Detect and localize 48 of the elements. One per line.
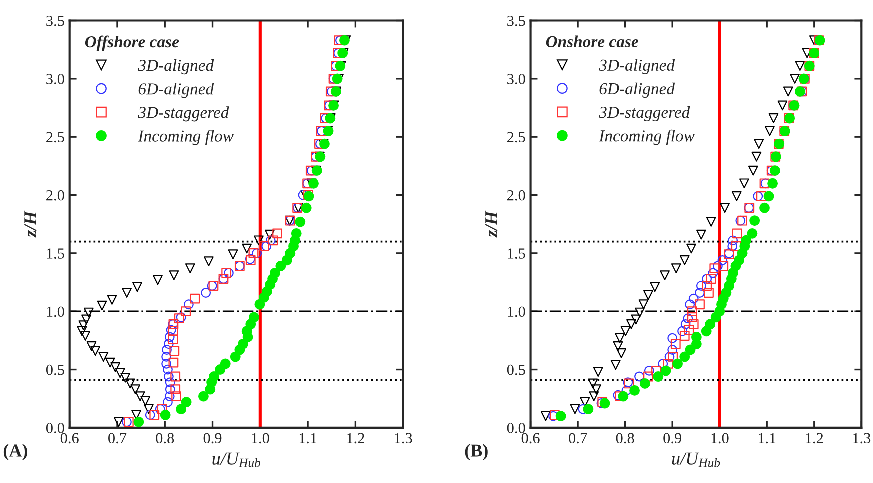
x-axis-title: u/U$_{Hub}$: [212, 452, 260, 468]
x-tick-label: 1.0: [712, 433, 729, 444]
legend-label: 6D-aligned: [600, 82, 676, 98]
y-tick-label: 1.0: [508, 306, 526, 318]
x-tick-label: 0.8: [616, 433, 634, 444]
x-tick-label: 1.3: [853, 433, 871, 444]
y-tick-label: 0.5: [46, 364, 64, 376]
x-tick-label: 1.1: [758, 433, 776, 444]
y-tick-label: 3.0: [508, 74, 526, 84]
legend-label: 3D-staggered: [138, 106, 230, 122]
x-tick-label: 1.0: [252, 433, 270, 444]
x-tick-label: 0.7: [108, 433, 127, 444]
x-tick-label: 1.2: [806, 433, 824, 444]
legend-label: 3D-aligned: [138, 59, 214, 75]
x-tick-label: 1.3: [395, 433, 412, 444]
y-tick-label: 1.5: [508, 248, 526, 259]
legend-label: 6D-aligned: [138, 83, 214, 98]
y-tick-label: 2.0: [507, 190, 526, 201]
x-tick-label: 0.6: [60, 433, 79, 444]
x-axis-title: u/U$_{Hub}$: [672, 452, 720, 468]
x-tick-label: 0.9: [204, 433, 222, 444]
x-tick-label: 0.6: [522, 433, 540, 444]
x-tick-label: 0.8: [156, 433, 174, 444]
y-tick-label: 0.5: [507, 364, 526, 376]
x-tick-label: 1.1: [300, 433, 317, 444]
x-tick-label: 0.7: [569, 433, 588, 444]
y-tick-label: 0.0: [507, 423, 526, 434]
y-tick-label: 3.5: [508, 16, 526, 26]
y-tick-label: 2.0: [46, 190, 64, 201]
y-axis-title: z/H: [24, 210, 37, 238]
x-tick-label: 1.2: [347, 433, 364, 444]
y-tick-label: 0.0: [46, 423, 64, 434]
y-tick-label: 1.5: [47, 248, 64, 259]
legend-label: Incoming flow: [138, 130, 234, 146]
text: (B): [465, 444, 488, 461]
legend-title: Offshore case: [85, 36, 180, 52]
text: (A): [4, 444, 28, 461]
y-tick-label: 1.0: [47, 306, 64, 318]
x-tick-label: 0.9: [664, 433, 682, 444]
y-tick-label: 3.5: [46, 16, 64, 26]
y-tick-label: 2.5: [507, 132, 526, 143]
y-tick-label: 3.0: [46, 74, 64, 84]
y-axis-title: z/H: [486, 210, 498, 238]
legend-label: 3D-aligned: [599, 59, 676, 74]
legend-label: 3D-staggered: [599, 106, 690, 122]
y-tick-label: 2.5: [46, 132, 64, 143]
legend-title: Onshore case: [546, 36, 638, 48]
legend-label: Incoming flow: [599, 130, 695, 146]
